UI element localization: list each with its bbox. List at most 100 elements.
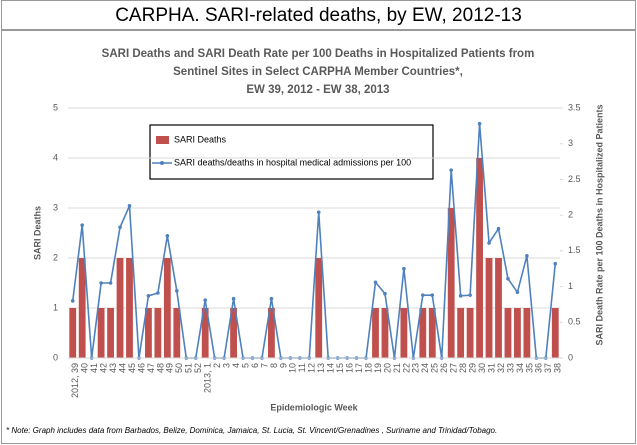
y2-tick-label: 0.5 (568, 317, 581, 327)
bar (504, 308, 512, 358)
x-tick-label: 16 (344, 363, 354, 373)
y2-tick-label: 1 (568, 281, 573, 291)
line-marker (421, 293, 425, 297)
line-marker (99, 281, 103, 285)
x-axis-label: Epidemiologic Week (270, 402, 358, 412)
line-marker (458, 294, 463, 298)
x-tick-label: 10 (288, 363, 298, 373)
x-tick-label: 20 (382, 363, 392, 373)
legend-label: SARI deaths/deaths in hospital medical a… (174, 157, 411, 167)
bar (551, 308, 559, 358)
x-tick-label: 7 (259, 363, 269, 368)
y2-tick-label: 0 (568, 352, 573, 362)
x-tick-label: 9 (278, 363, 288, 368)
bar (97, 308, 105, 358)
line-marker (402, 266, 406, 271)
bar (400, 308, 408, 358)
x-tick-label: 27 (449, 363, 459, 373)
x-tick-label: 3 (221, 363, 231, 368)
line-marker (487, 241, 491, 245)
line-marker (553, 261, 558, 266)
line-marker (525, 254, 529, 258)
x-tick-label: 4 (231, 363, 241, 368)
x-tick-label: 6 (250, 363, 260, 368)
x-tick-label: 42 (98, 363, 108, 373)
y-tick-label: 3 (53, 202, 58, 212)
bar (69, 308, 77, 358)
x-tick-label: 2 (212, 363, 222, 368)
legend-label: SARI Deaths (174, 134, 227, 144)
x-tick-label: 28 (458, 363, 468, 373)
y-axis-label: SARI Deaths (32, 206, 42, 260)
x-tick-label: 35 (524, 363, 534, 373)
x-tick-label: 11 (297, 363, 307, 372)
x-tick-label: 18 (363, 363, 373, 373)
chart-title: SARI Deaths and SARI Death Rate per 100 … (102, 48, 535, 60)
x-tick-label: 15 (335, 363, 345, 373)
x-tick-label: 24 (420, 363, 430, 373)
chart-title: Sentinel Sites in Select CARPHA Member C… (173, 66, 463, 78)
line-marker (203, 298, 207, 302)
legend-box (149, 124, 434, 180)
bar (268, 308, 275, 358)
y-tick-label: 2 (53, 252, 58, 262)
x-tick-label: 49 (165, 363, 175, 373)
x-tick-label: 36 (534, 363, 544, 373)
x-tick-label: 8 (269, 363, 279, 368)
line-marker (231, 296, 236, 301)
line-marker (118, 225, 122, 230)
y-tick-label: 4 (53, 152, 58, 162)
x-tick-label: 29 (467, 363, 477, 373)
line-marker (383, 291, 387, 296)
line-marker (449, 168, 453, 172)
x-tick-label: 31 (486, 363, 496, 373)
y-tick-label: 5 (53, 102, 58, 112)
chart-box (1, 30, 636, 444)
x-tick-label: 37 (543, 363, 553, 373)
x-tick-label: 2012, 39 (70, 363, 80, 398)
x-tick-label: 33 (505, 363, 515, 373)
x-tick-label: 2013, 1 (203, 363, 213, 393)
line (71, 123, 557, 359)
line-marker (156, 291, 160, 295)
bar (173, 308, 181, 358)
bar (466, 308, 474, 358)
x-tick-label: 19 (373, 363, 383, 373)
line-marker (515, 290, 520, 295)
x-tick-label: 34 (515, 363, 525, 373)
chart-title: EW 39, 2012 - EW 38, 2013 (246, 84, 389, 96)
bar (428, 308, 436, 358)
x-tick-label: 38 (553, 363, 563, 373)
line-marker (146, 294, 151, 298)
bar (163, 258, 171, 358)
footnote: * Note: Graph includes data from Barbado… (6, 426, 497, 435)
bar (447, 208, 455, 358)
x-tick-label: 50 (174, 363, 184, 373)
bar (107, 308, 114, 358)
bar (523, 308, 531, 358)
x-tick-label: 23 (411, 363, 421, 373)
x-tick-label: 30 (477, 363, 487, 373)
line-marker (80, 223, 84, 227)
x-tick-label: 48 (155, 363, 165, 373)
x-tick-label: 51 (184, 363, 194, 373)
y2-tick-label: 2.5 (568, 174, 581, 184)
x-tick-label: 22 (401, 363, 411, 373)
bar (78, 258, 86, 358)
line-marker (316, 210, 321, 215)
bar (419, 308, 427, 358)
line-marker (70, 299, 75, 303)
bar (381, 308, 389, 358)
x-tick-label: 45 (127, 363, 137, 373)
bar (315, 258, 323, 358)
bar (145, 308, 152, 358)
y2-tick-label: 3 (568, 138, 573, 148)
bar (476, 158, 483, 358)
y-tick-label: 1 (53, 302, 58, 312)
x-tick-label: 44 (117, 363, 127, 373)
x-tick-label: 40 (80, 363, 90, 373)
bar (495, 258, 502, 358)
bar (154, 308, 162, 358)
